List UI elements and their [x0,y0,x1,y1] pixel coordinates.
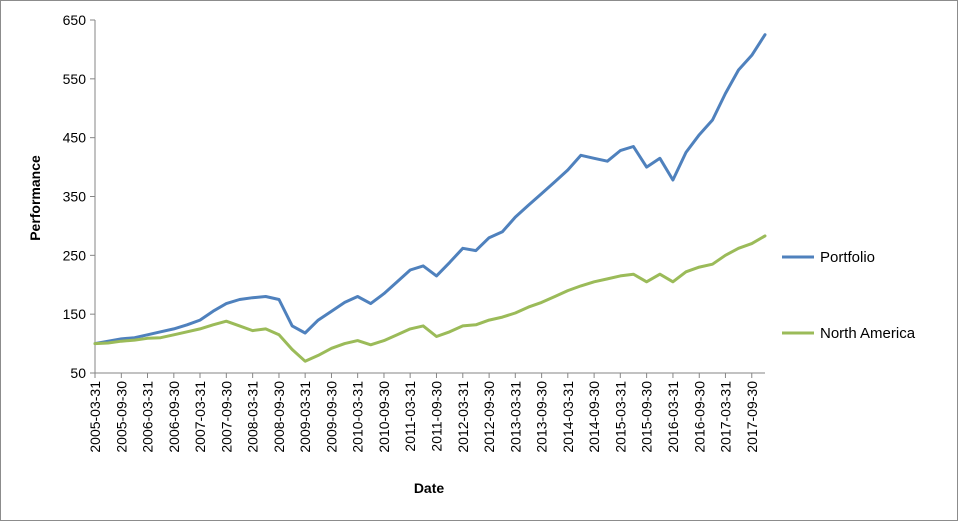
y-tick-label: 550 [63,71,87,87]
x-tick-label: 2005-03-31 [87,381,103,453]
x-tick-label: 2015-03-31 [612,381,628,453]
x-tick-label: 2013-03-31 [507,381,523,453]
x-tick-label: 2006-09-30 [166,381,182,453]
x-tick-label: 2017-03-31 [717,381,733,453]
legend-label-north-america: North America [820,325,916,342]
series-line-north-america [93,234,767,363]
series-line-portfolio [93,33,767,346]
x-tick-label: 2016-03-31 [665,381,681,453]
x-tick-label: 2011-09-30 [428,381,444,452]
y-tick-label: 450 [63,130,87,146]
x-tick-label: 2012-03-31 [455,381,471,453]
x-axis-title: Date [414,480,445,496]
x-tick-label: 2007-09-30 [218,381,234,453]
y-tick-label: 350 [63,189,87,205]
x-tick-label: 2011-03-31 [402,381,418,452]
x-tick-label: 2014-03-31 [560,381,576,453]
legend-label-portfolio: Portfolio [820,249,875,266]
x-tick-label: 2009-03-31 [297,381,313,453]
x-axis: 2005-03-31 2005-09-30 2006-03-31 2006-09-30… [87,372,765,453]
series-lines [93,33,767,363]
x-tick-label: 2013-09-30 [534,381,550,453]
x-tick-label: 2007-03-31 [192,381,208,453]
x-tick-label: 2005-09-30 [113,381,129,453]
y-tick-label: 150 [63,306,87,322]
x-tick-label: 2012-09-30 [481,381,497,453]
x-tick-label: 2010-03-31 [350,381,366,453]
x-tick-label: 2014-09-30 [586,381,602,453]
y-axis: 50 150 250 350 450 550 650 [63,12,96,381]
x-tick-label: 2009-09-30 [323,381,339,453]
x-tick-label: 2008-03-31 [245,381,261,453]
x-tick-label: 2015-09-30 [639,381,655,453]
x-tick-label: 2010-09-30 [376,381,392,453]
y-tick-label: 650 [63,12,87,28]
x-tick-label: 2008-09-30 [271,381,287,453]
x-tick-label: 2017-09-30 [744,381,760,453]
y-axis-title: Performance [27,155,43,241]
x-tick-label: 2006-03-31 [140,381,156,453]
x-tick-label: 2016-09-30 [691,381,707,453]
legend: Portfolio North America [782,249,916,342]
y-tick-label: 250 [63,247,87,263]
y-tick-label: 50 [70,365,86,381]
